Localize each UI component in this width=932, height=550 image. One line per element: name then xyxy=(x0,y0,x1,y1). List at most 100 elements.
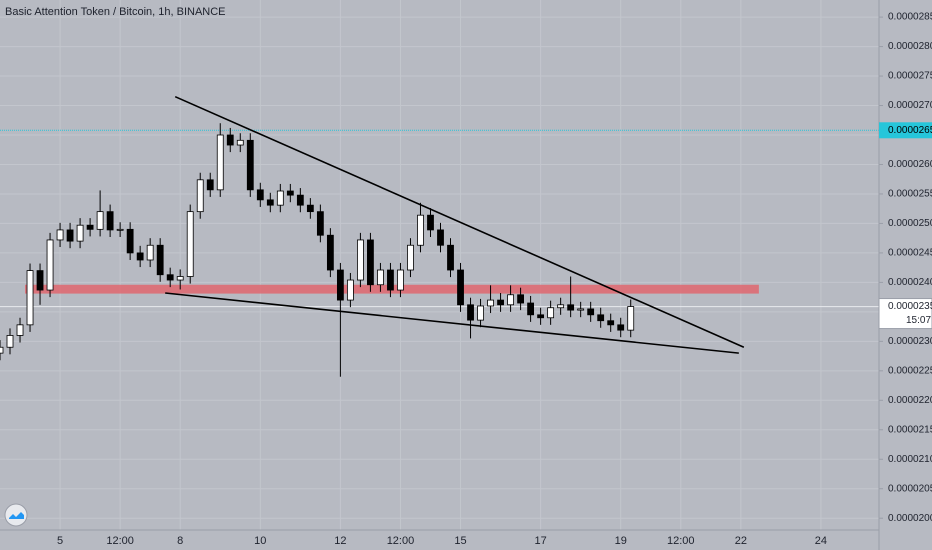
candle-body xyxy=(607,320,615,326)
candle-body xyxy=(6,335,14,348)
x-tick-label: 17 xyxy=(534,535,546,547)
candle-body xyxy=(507,294,514,306)
candle-body xyxy=(346,279,354,301)
candle-body xyxy=(26,270,34,326)
candle-body xyxy=(116,228,124,231)
y-tick-label: 0.00002750 xyxy=(888,71,932,82)
candle-body xyxy=(66,229,74,242)
candle-body xyxy=(587,308,595,316)
y-tick-label: 0.00002150 xyxy=(888,424,932,435)
candle-body xyxy=(276,190,284,206)
y-tick-label: 0.00002850 xyxy=(888,12,932,23)
x-tick-label: 12:00 xyxy=(387,535,415,547)
candle-body xyxy=(296,194,304,206)
y-tick-label: 0.00002100 xyxy=(888,454,932,465)
candle-body xyxy=(226,134,234,146)
candle-body xyxy=(387,269,394,291)
candle-body xyxy=(166,274,174,281)
candle-body xyxy=(357,239,364,281)
x-tick-label: 22 xyxy=(735,535,747,547)
candle-body xyxy=(397,269,404,291)
trendline xyxy=(165,292,739,354)
candle-body xyxy=(76,224,84,242)
level-label: 0.00002658 xyxy=(888,125,932,136)
y-tick-label: 0.00002800 xyxy=(888,41,932,52)
candle-body xyxy=(437,229,444,246)
candle-body xyxy=(106,211,114,231)
x-tick-label: 8 xyxy=(177,535,183,547)
candle-body xyxy=(186,211,194,277)
y-tick-label: 0.00002250 xyxy=(888,365,932,376)
candle-body xyxy=(316,211,324,236)
plot xyxy=(0,95,879,377)
candle-body xyxy=(286,190,294,196)
candle-body xyxy=(517,294,524,304)
candle-body xyxy=(377,269,384,286)
candle-body xyxy=(136,252,144,261)
x-tick-label: 15 xyxy=(454,535,466,547)
candle-body xyxy=(16,324,24,336)
candle-body xyxy=(527,302,535,316)
candle-body xyxy=(577,308,585,311)
x-tick-label: 19 xyxy=(615,535,627,547)
logo xyxy=(4,503,28,527)
x-tick-label: 5 xyxy=(57,535,63,547)
y-tick-label: 0.00002450 xyxy=(888,248,932,259)
y-tick-label: 0.00002000 xyxy=(888,513,932,524)
y-tick-label: 0.00002700 xyxy=(888,100,932,111)
candle-body xyxy=(567,304,575,311)
candle-body xyxy=(0,346,4,354)
candle-body xyxy=(306,204,314,213)
candle-body xyxy=(266,199,274,206)
trendline xyxy=(174,95,745,348)
candle-body xyxy=(617,324,625,331)
chart-title: Basic Attention Token / Bitcoin, 1h, BIN… xyxy=(5,6,226,18)
level-label-box xyxy=(879,122,932,139)
candle-body xyxy=(216,134,224,191)
y-tick-label: 0.00002500 xyxy=(888,218,932,229)
candle-body xyxy=(497,299,504,306)
candle-body xyxy=(206,179,214,191)
candle-body xyxy=(557,304,565,309)
candle-body xyxy=(246,139,254,191)
candle-body xyxy=(457,269,464,306)
candle-body xyxy=(56,229,64,241)
candle-body xyxy=(487,299,494,307)
candle-body xyxy=(417,214,424,246)
candle-body xyxy=(36,270,44,291)
candle-body xyxy=(96,211,104,230)
candle-body xyxy=(537,314,545,319)
x-tick-label: 12:00 xyxy=(106,535,134,547)
x-tick-label: 12 xyxy=(334,535,346,547)
candle-body xyxy=(256,189,264,201)
candle-body xyxy=(547,307,555,319)
y-tick-label: 0.00002200 xyxy=(888,395,932,406)
y-tick-label: 0.00002050 xyxy=(888,483,932,494)
y-tick-label: 0.00002600 xyxy=(888,159,932,170)
y-tick-label: 0.00002300 xyxy=(888,336,932,347)
candle-body xyxy=(467,304,474,321)
candle-body xyxy=(447,244,454,271)
candle-body xyxy=(597,314,605,322)
candle-body xyxy=(146,244,154,261)
candle-body xyxy=(336,269,344,301)
candle-body xyxy=(46,239,54,291)
candle-body xyxy=(627,306,635,331)
candle-body xyxy=(196,179,204,213)
last-price-box xyxy=(878,298,932,330)
candle-body xyxy=(427,214,434,231)
candle-body xyxy=(236,139,244,146)
last-price-label: 0.00002359 xyxy=(888,301,932,312)
candle-body xyxy=(176,276,184,281)
y-tick-label: 0.00002400 xyxy=(888,277,932,288)
candle-body xyxy=(86,224,94,230)
x-tick-label: 24 xyxy=(815,535,827,547)
y-tick-label: 0.00002550 xyxy=(888,189,932,200)
candle-body xyxy=(367,239,374,286)
axes: 0.00002000 0.00002050 0.00002100 0.00002150… xyxy=(57,12,932,547)
candle-body xyxy=(126,228,134,254)
candle-body xyxy=(156,244,164,276)
